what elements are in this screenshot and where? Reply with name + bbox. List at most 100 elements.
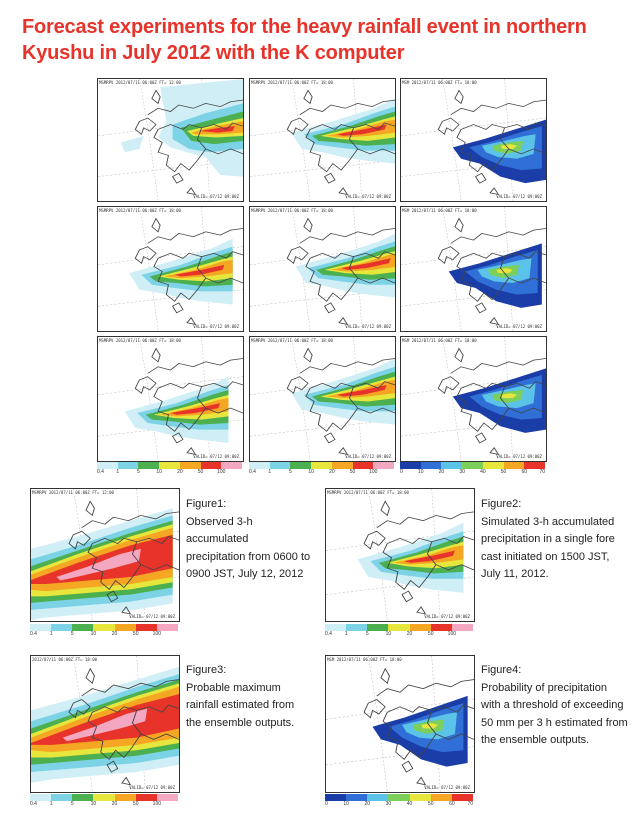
probability-scale-bar: 0 10 20 30 40 50 60 70 bbox=[400, 462, 546, 476]
scale-tick-label: 20 bbox=[364, 801, 371, 807]
figure2-scale-bar: 0.4 1 5 10 20 50 100 bbox=[325, 624, 473, 638]
scale-tick-label: 40 bbox=[406, 801, 413, 807]
scale-tick-label: 10 bbox=[308, 469, 314, 475]
caption-line: rainfall estimated from bbox=[186, 699, 295, 711]
caption-line: Observed 3-h accumulated bbox=[186, 515, 253, 546]
figure4-scale-bar: 0 10 20 30 40 50 60 70 bbox=[325, 794, 473, 808]
scale-tick-label: 40 bbox=[480, 469, 486, 475]
caption-label: Figure4: bbox=[481, 664, 522, 676]
map-probability-1: MSM 2012/07/11 06:00Z FT= 18:00 VALID= 0… bbox=[400, 78, 547, 202]
scale-tick-label: 5 bbox=[289, 469, 292, 475]
scale-cell bbox=[400, 462, 421, 469]
caption-line: July 11, 2012. bbox=[481, 568, 549, 580]
scale-tick-label: 1 bbox=[49, 631, 53, 637]
map-probability-2: MSM 2012/07/11 06:00Z FT= 18:00 VALID= 0… bbox=[400, 206, 547, 332]
scale-cell bbox=[367, 624, 389, 631]
scale-tick-label: 50 bbox=[500, 469, 507, 475]
scale-cell bbox=[93, 624, 115, 631]
scale-tick-label: 50 bbox=[427, 801, 434, 807]
map-observed-1: MSMRPV 2012/07/11 06:00Z FT= 12:00 VALID… bbox=[97, 78, 244, 202]
map-header: MSMRPV 2012/07/11 06:00Z FT= 18:00 bbox=[99, 208, 181, 213]
figure2-map: MSMRPV 2012/07/11 06:00Z FT= 18:00 VALID… bbox=[325, 488, 475, 622]
scale-cell bbox=[388, 794, 410, 801]
map-footer: VALID= 07/12 09:00Z bbox=[496, 194, 542, 199]
scale-cell bbox=[114, 624, 136, 631]
map-header: MSMRPV 2012/07/11 06:00Z FT= 18:00 bbox=[327, 490, 409, 495]
scale-tick-label: 1 bbox=[116, 469, 120, 475]
scale-tick-label: 10 bbox=[90, 631, 97, 637]
map-footer: VALID= 07/12 09:00Z bbox=[193, 324, 239, 329]
map-header: MSM 2012/07/11 06:00Z FT= 18:00 bbox=[327, 657, 402, 662]
scale-tick-label: 1 bbox=[344, 631, 348, 637]
scale-cell bbox=[311, 462, 332, 469]
scale-tick-label: 50 bbox=[197, 469, 204, 475]
scale-cell bbox=[524, 462, 546, 469]
map-header: MSM 2012/07/11 06:00Z FT= 18:00 bbox=[402, 208, 477, 213]
figure3-caption: Figure3: Probable maximum rainfall estimat… bbox=[186, 662, 316, 732]
map-header: MSMRPV 2012/07/11 06:00Z FT= 18:00 bbox=[251, 338, 333, 343]
map-footer: VALID= 07/12 09:00Z bbox=[424, 614, 470, 619]
caption-line: Simulated 3-h accumulated bbox=[481, 515, 615, 528]
figure1-caption: Figure1: Observed 3-h accumulated precipit… bbox=[186, 496, 316, 584]
scale-tick-label: 100 bbox=[217, 469, 226, 475]
figure1-scale-bar: 0.4 1 5 10 20 50 100 bbox=[30, 624, 178, 638]
scale-tick-label: 0 bbox=[325, 801, 328, 807]
scale-cell bbox=[93, 794, 115, 801]
scale-cell bbox=[51, 624, 73, 631]
scale-cell bbox=[430, 794, 452, 801]
scale-cell bbox=[72, 624, 94, 631]
caption-line: precipitation from 0600 to bbox=[186, 550, 311, 563]
scale-tick-label: 5 bbox=[137, 469, 140, 475]
scale-tick-label: 20 bbox=[438, 469, 445, 475]
scale-tick-label: 30 bbox=[385, 801, 392, 807]
scale-tick-label: 20 bbox=[111, 801, 118, 807]
scale-tick-label: 1 bbox=[49, 801, 53, 807]
scale-tick-label: 20 bbox=[329, 469, 335, 475]
page-title: Forecast experiments for the heavy rainf… bbox=[22, 16, 587, 64]
scale-cell bbox=[409, 794, 431, 801]
map-header: MSMRPV 2012/07/11 06:00Z FT= 18:00 bbox=[251, 208, 333, 213]
scale-cell bbox=[373, 462, 395, 469]
scale-tick-label: 30 bbox=[459, 469, 465, 475]
scale-cell bbox=[135, 794, 157, 801]
scale-ticks: 0.4 1 5 10 20 50 100 bbox=[325, 631, 473, 638]
scale-cell bbox=[352, 462, 374, 469]
scale-cell bbox=[331, 462, 353, 469]
figure3-map: 2012/07/11 06:00Z FT= 18:00 VALID= 07/12… bbox=[30, 655, 180, 793]
map-header: MSM 2012/07/11 06:00Z FT= 18:00 bbox=[402, 80, 477, 85]
scale-tick-label: 20 bbox=[177, 469, 183, 475]
figure4-map: MSM 2012/07/11 06:00Z FT= 18:00 VALID= 0… bbox=[325, 655, 475, 793]
scale-tick-label: 5 bbox=[70, 631, 74, 637]
caption-line: the ensemble outputs. bbox=[186, 716, 295, 729]
scale-tick-label: 10 bbox=[343, 801, 349, 807]
caption-line: 0900 JST, July 12, 2012 bbox=[186, 568, 304, 580]
map-header: MSMRPV 2012/07/11 06:00Z FT= 12:00 bbox=[32, 490, 114, 495]
scale-ticks: 0.4 1 5 10 20 50 100 bbox=[97, 469, 242, 476]
scale-cells bbox=[30, 624, 178, 631]
scale-tick-label: 100 bbox=[369, 469, 378, 475]
scale-tick-label: 50 bbox=[427, 631, 434, 637]
map-header: MSMRPV 2012/07/11 06:00Z FT= 12:00 bbox=[99, 80, 181, 85]
scale-tick-label: 0.4 bbox=[325, 631, 332, 637]
scale-tick-label: 0.4 bbox=[30, 801, 37, 807]
scale-tick-label: 50 bbox=[349, 469, 356, 475]
scale-tick-label: 10 bbox=[417, 469, 424, 475]
scale-cell bbox=[430, 624, 452, 631]
scale-cell bbox=[51, 794, 73, 801]
scale-cell bbox=[30, 794, 52, 801]
scale-tick-label: 20 bbox=[406, 631, 413, 637]
scale-cell bbox=[346, 624, 368, 631]
scale-cell bbox=[221, 462, 243, 469]
scale-cell bbox=[462, 462, 483, 469]
caption-line: Probable maximum bbox=[186, 681, 281, 694]
caption-line: Probability of precipitation bbox=[481, 681, 607, 694]
scale-ticks: 0.4 1 5 10 20 50 100 bbox=[30, 631, 178, 638]
map-header: MSMRPV 2012/07/11 06:00Z FT= 18:00 bbox=[99, 338, 181, 343]
scale-cell bbox=[249, 462, 270, 469]
scale-cell bbox=[409, 624, 431, 631]
scale-cell bbox=[179, 462, 201, 469]
figure4-caption: Figure4: Probability of precipitation with… bbox=[481, 662, 638, 750]
caption-line: precipitation in a single fore bbox=[481, 533, 615, 545]
scale-tick-label: 1 bbox=[268, 469, 272, 475]
scale-cell bbox=[290, 462, 312, 469]
